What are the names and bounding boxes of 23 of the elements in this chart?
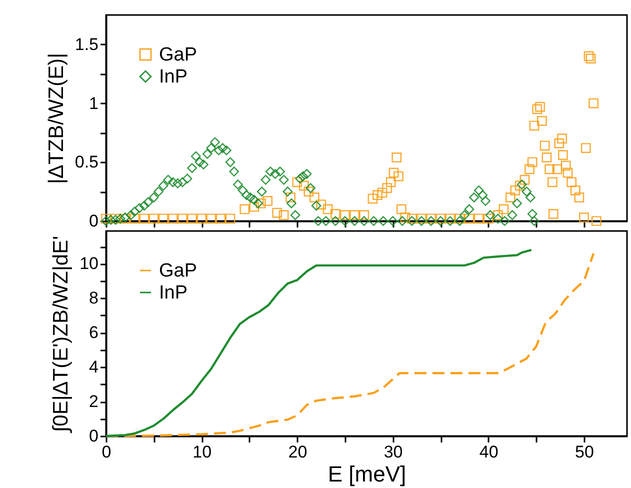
y-tick-label: 10 bbox=[80, 254, 98, 274]
y-tick-label: 4 bbox=[89, 358, 98, 377]
y-axis-title: |ΔTZB/WZ(E)| bbox=[44, 52, 68, 184]
x-tick-label: 20 bbox=[288, 442, 308, 462]
legend-label: InP bbox=[159, 282, 188, 304]
y-tick-label: 0 bbox=[89, 426, 98, 446]
y-tick-label: 8 bbox=[89, 288, 98, 308]
y-tick-label: 6 bbox=[89, 323, 98, 342]
legend-label: InP bbox=[159, 66, 188, 88]
x-tick-label: 10 bbox=[192, 442, 212, 462]
y-tick-label: 0 bbox=[89, 212, 98, 230]
y-tick-label: 0.5 bbox=[74, 152, 98, 172]
y-tick-label: 1 bbox=[89, 94, 98, 113]
legend-label: GaP bbox=[159, 260, 198, 282]
y-tick-label: 2 bbox=[89, 392, 98, 412]
x-tick-label: 0 bbox=[102, 442, 112, 462]
x-tick-label: 40 bbox=[479, 442, 498, 462]
x-tick-label: 50 bbox=[575, 442, 594, 462]
y-axis-title: ∫0E|ΔT(E')ZB/WZ|dE' bbox=[50, 236, 73, 434]
x-tick-label: 30 bbox=[384, 442, 403, 462]
y-tick-label: 1.5 bbox=[74, 34, 98, 54]
x-axis-title: E [meV] bbox=[328, 462, 406, 486]
legend-label: GaP bbox=[159, 44, 198, 66]
